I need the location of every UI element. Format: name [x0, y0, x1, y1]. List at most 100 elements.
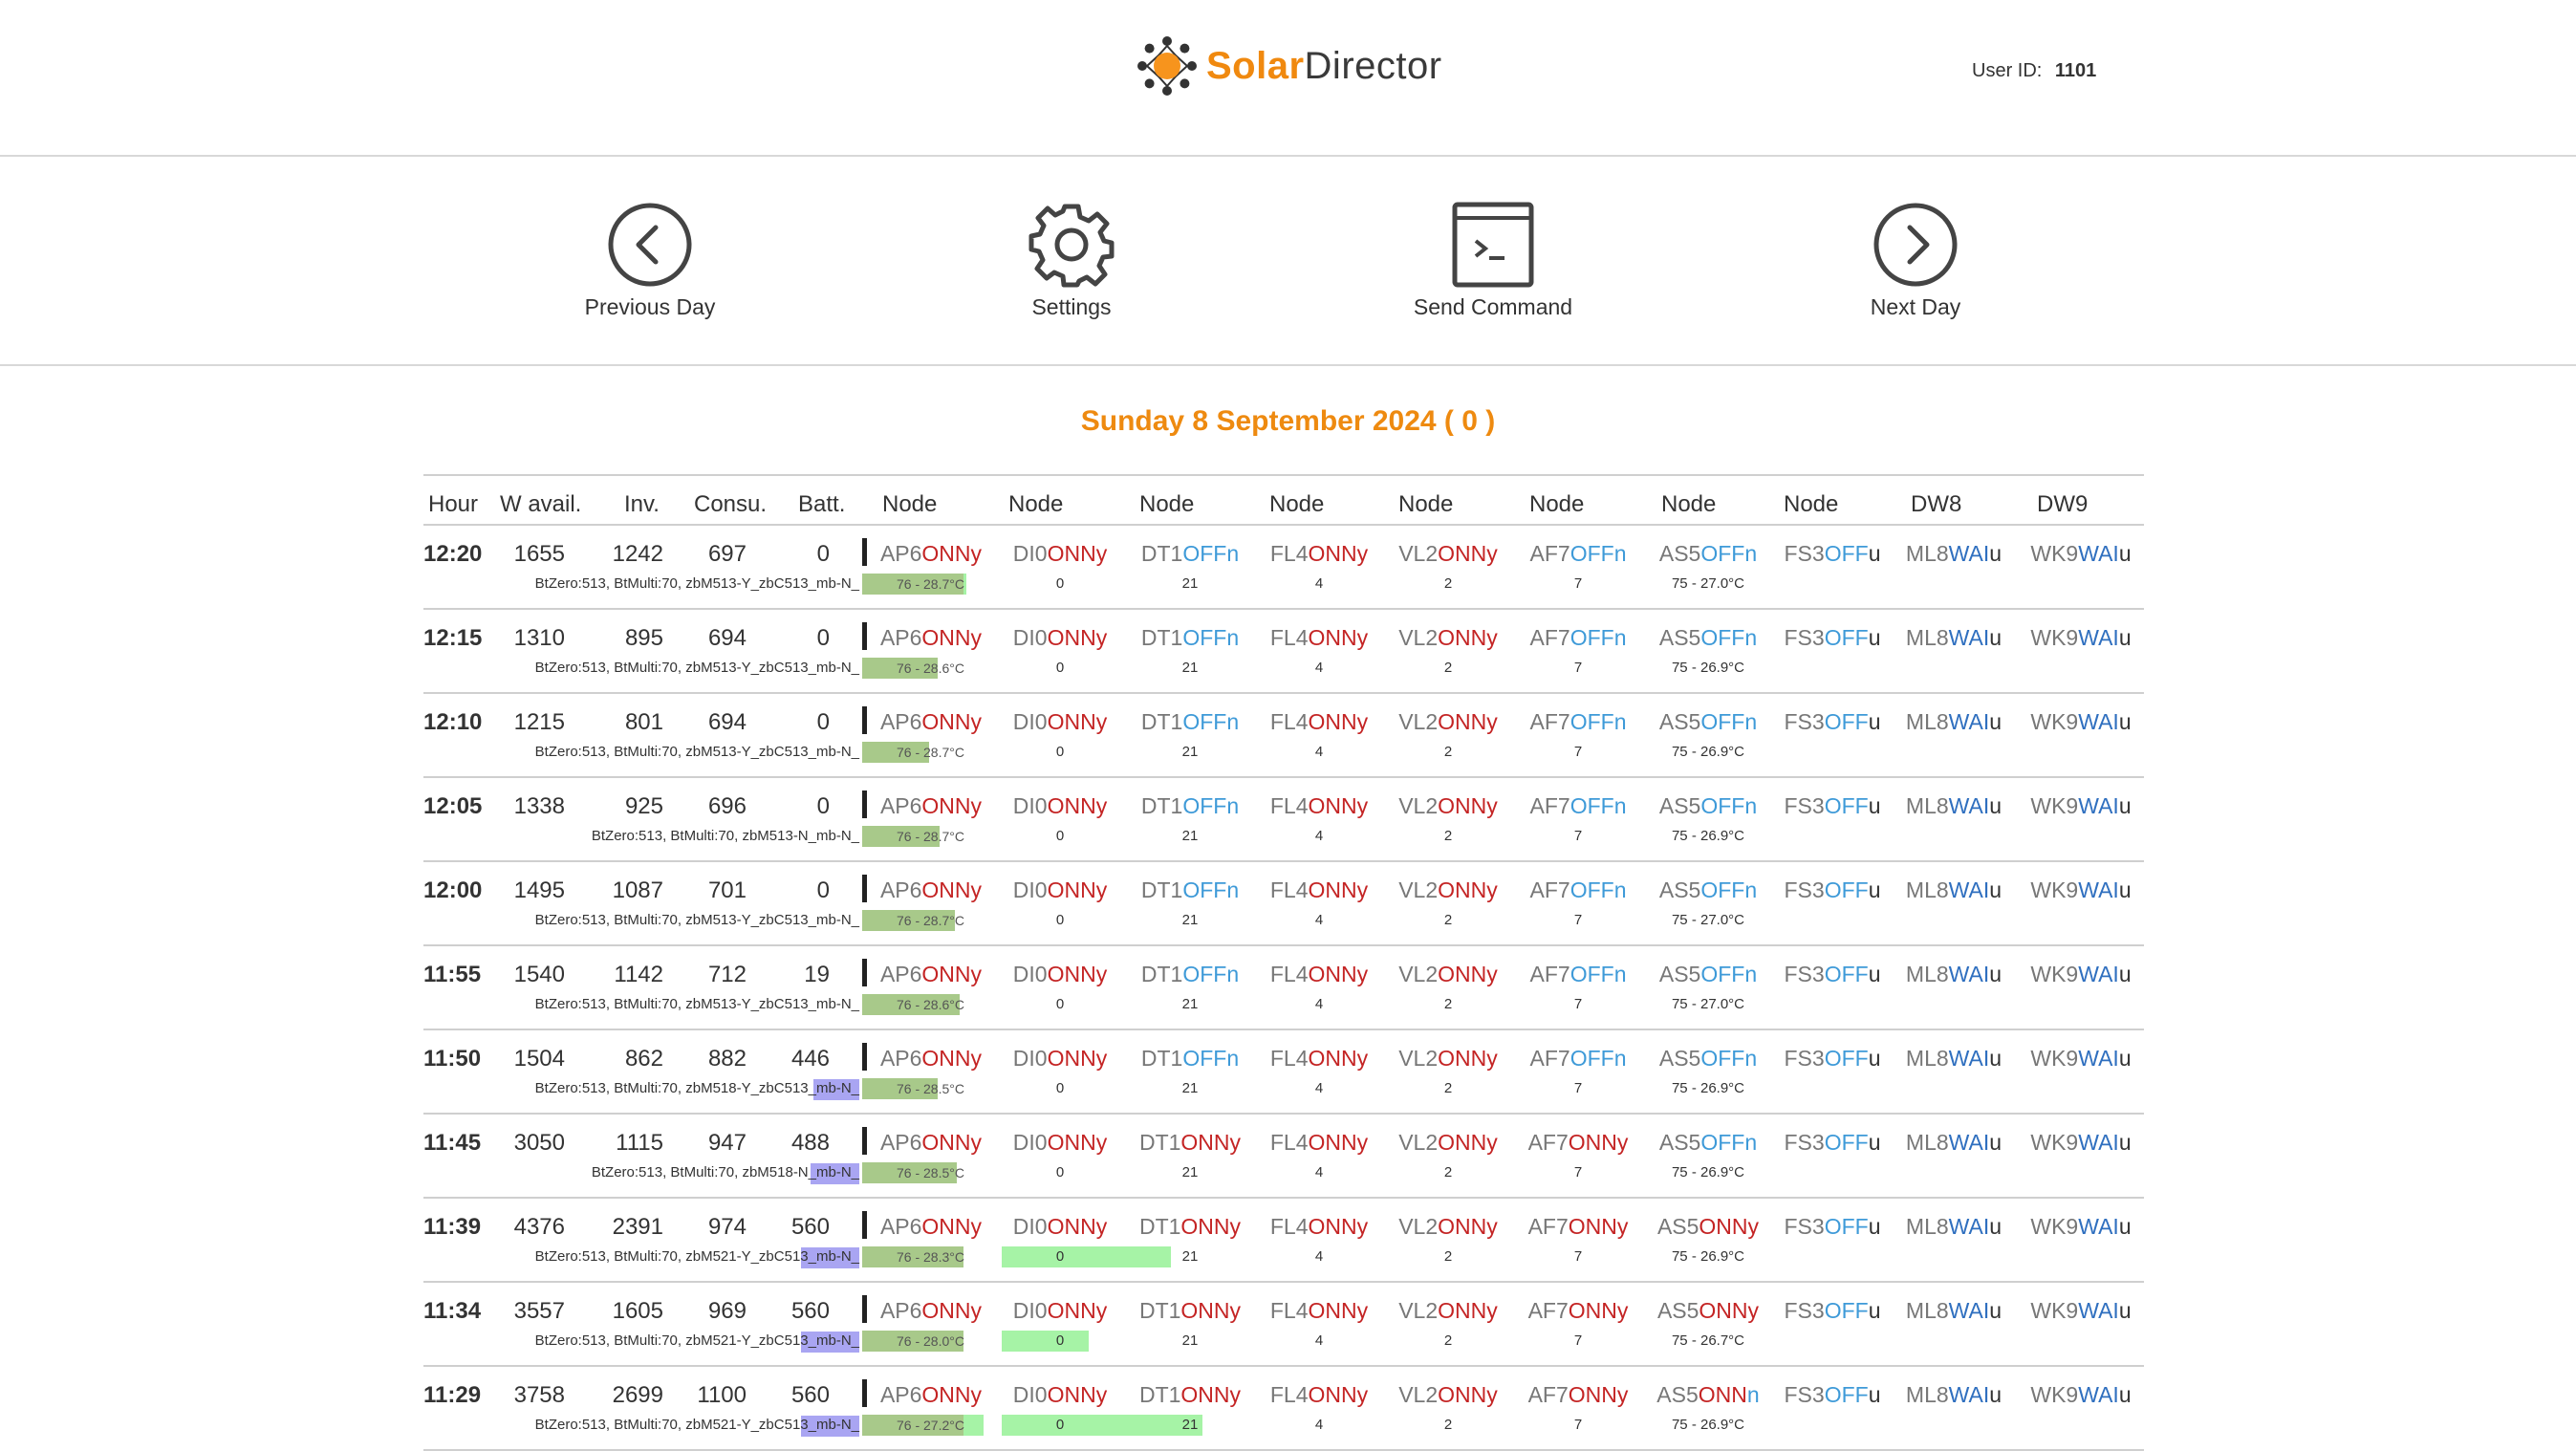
node-status-dt1[interactable]: DT1OFFn	[1124, 541, 1256, 567]
node-status-di0[interactable]: DI0ONNy	[994, 541, 1126, 567]
node-status-wk9[interactable]: WK9WAIu	[2015, 625, 2147, 651]
node-status-af7[interactable]: AF7OFFn	[1512, 541, 1644, 567]
node-status-dt1[interactable]: DT1ONNy	[1124, 1130, 1256, 1156]
node-status-vl2[interactable]: VL2ONNy	[1382, 877, 1514, 903]
node-status-af7[interactable]: AF7OFFn	[1512, 962, 1644, 987]
node-status-fl4[interactable]: FL4ONNy	[1253, 1046, 1385, 1072]
node-status-dt1[interactable]: DT1OFFn	[1124, 709, 1256, 735]
table-row[interactable]: 11:39 4376 2391 974 560 BtZero:513, BtMulti:7…	[423, 1199, 2144, 1283]
node-status-ml8[interactable]: ML8WAIu	[1888, 877, 2020, 903]
node-status-ap6[interactable]: AP6ONNy	[865, 1046, 997, 1072]
node-status-ml8[interactable]: ML8WAIu	[1888, 709, 2020, 735]
node-status-fs3[interactable]: FS3OFFu	[1766, 1046, 1898, 1072]
node-status-di0[interactable]: DI0ONNy	[994, 877, 1126, 903]
node-status-wk9[interactable]: WK9WAIu	[2015, 962, 2147, 987]
table-row[interactable]: 11:55 1540 1142 712 19 BtZero:513, BtMulti:70…	[423, 946, 2144, 1030]
node-status-ap6[interactable]: AP6ONNy	[865, 709, 997, 735]
node-status-vl2[interactable]: VL2ONNy	[1382, 541, 1514, 567]
node-status-fs3[interactable]: FS3OFFu	[1766, 709, 1898, 735]
node-status-fs3[interactable]: FS3OFFu	[1766, 1214, 1898, 1240]
node-status-wk9[interactable]: WK9WAIu	[2015, 1382, 2147, 1408]
node-status-wk9[interactable]: WK9WAIu	[2015, 1214, 2147, 1240]
node-status-as5[interactable]: AS5OFFn	[1642, 877, 1774, 903]
node-status-di0[interactable]: DI0ONNy	[994, 1298, 1126, 1324]
node-status-fl4[interactable]: FL4ONNy	[1253, 1382, 1385, 1408]
node-status-ap6[interactable]: AP6ONNy	[865, 1298, 997, 1324]
node-status-ml8[interactable]: ML8WAIu	[1888, 1298, 2020, 1324]
node-status-wk9[interactable]: WK9WAIu	[2015, 541, 2147, 567]
node-status-wk9[interactable]: WK9WAIu	[2015, 1046, 2147, 1072]
settings-button[interactable]: Settings	[957, 201, 1186, 320]
node-status-di0[interactable]: DI0ONNy	[994, 625, 1126, 651]
table-row[interactable]: 12:05 1338 925 696 0 BtZero:513, BtMulti:70, …	[423, 778, 2144, 862]
node-status-wk9[interactable]: WK9WAIu	[2015, 1130, 2147, 1156]
node-status-af7[interactable]: AF7OFFn	[1512, 877, 1644, 903]
node-status-af7[interactable]: AF7ONNy	[1512, 1214, 1644, 1240]
node-status-fs3[interactable]: FS3OFFu	[1766, 625, 1898, 651]
next-day-button[interactable]: Next Day	[1801, 201, 2030, 320]
node-status-di0[interactable]: DI0ONNy	[994, 1130, 1126, 1156]
table-row[interactable]: 12:20 1655 1242 697 0 BtZero:513, BtMulti:70,…	[423, 526, 2144, 610]
node-status-as5[interactable]: AS5ONNn	[1642, 1382, 1774, 1408]
node-status-dt1[interactable]: DT1ONNy	[1124, 1298, 1256, 1324]
node-status-vl2[interactable]: VL2ONNy	[1382, 1382, 1514, 1408]
previous-day-button[interactable]: Previous Day	[535, 201, 765, 320]
node-status-fs3[interactable]: FS3OFFu	[1766, 1130, 1898, 1156]
node-status-di0[interactable]: DI0ONNy	[994, 793, 1126, 819]
node-status-fs3[interactable]: FS3OFFu	[1766, 793, 1898, 819]
node-status-af7[interactable]: AF7OFFn	[1512, 1046, 1644, 1072]
node-status-dt1[interactable]: DT1OFFn	[1124, 793, 1256, 819]
node-status-di0[interactable]: DI0ONNy	[994, 1046, 1126, 1072]
node-status-as5[interactable]: AS5OFFn	[1642, 541, 1774, 567]
node-status-ap6[interactable]: AP6ONNy	[865, 793, 997, 819]
node-status-fs3[interactable]: FS3OFFu	[1766, 1382, 1898, 1408]
node-status-vl2[interactable]: VL2ONNy	[1382, 962, 1514, 987]
node-status-as5[interactable]: AS5OFFn	[1642, 709, 1774, 735]
table-row[interactable]: 12:00 1495 1087 701 0 BtZero:513, BtMulti:70,…	[423, 862, 2144, 946]
node-status-ml8[interactable]: ML8WAIu	[1888, 1046, 2020, 1072]
node-status-as5[interactable]: AS5OFFn	[1642, 1046, 1774, 1072]
node-status-wk9[interactable]: WK9WAIu	[2015, 793, 2147, 819]
node-status-as5[interactable]: AS5ONNy	[1642, 1298, 1774, 1324]
node-status-ml8[interactable]: ML8WAIu	[1888, 1130, 2020, 1156]
table-row[interactable]: 11:45 3050 1115 947 488 BtZero:513, BtMulti:7…	[423, 1115, 2144, 1199]
node-status-ml8[interactable]: ML8WAIu	[1888, 962, 2020, 987]
node-status-dt1[interactable]: DT1OFFn	[1124, 877, 1256, 903]
node-status-vl2[interactable]: VL2ONNy	[1382, 793, 1514, 819]
node-status-ml8[interactable]: ML8WAIu	[1888, 1214, 2020, 1240]
node-status-di0[interactable]: DI0ONNy	[994, 1382, 1126, 1408]
node-status-as5[interactable]: AS5ONNy	[1642, 1214, 1774, 1240]
node-status-di0[interactable]: DI0ONNy	[994, 1214, 1126, 1240]
node-status-vl2[interactable]: VL2ONNy	[1382, 709, 1514, 735]
node-status-fl4[interactable]: FL4ONNy	[1253, 709, 1385, 735]
node-status-fl4[interactable]: FL4ONNy	[1253, 1298, 1385, 1324]
node-status-fs3[interactable]: FS3OFFu	[1766, 962, 1898, 987]
table-row[interactable]: 12:10 1215 801 694 0 BtZero:513, BtMulti:70, …	[423, 694, 2144, 778]
node-status-fl4[interactable]: FL4ONNy	[1253, 1130, 1385, 1156]
node-status-fl4[interactable]: FL4ONNy	[1253, 793, 1385, 819]
node-status-ap6[interactable]: AP6ONNy	[865, 1214, 997, 1240]
node-status-vl2[interactable]: VL2ONNy	[1382, 1298, 1514, 1324]
node-status-ap6[interactable]: AP6ONNy	[865, 962, 997, 987]
node-status-ap6[interactable]: AP6ONNy	[865, 1130, 997, 1156]
node-status-ml8[interactable]: ML8WAIu	[1888, 793, 2020, 819]
node-status-af7[interactable]: AF7OFFn	[1512, 709, 1644, 735]
node-status-ap6[interactable]: AP6ONNy	[865, 877, 997, 903]
node-status-af7[interactable]: AF7OFFn	[1512, 793, 1644, 819]
node-status-dt1[interactable]: DT1ONNy	[1124, 1382, 1256, 1408]
node-status-dt1[interactable]: DT1OFFn	[1124, 962, 1256, 987]
node-status-fs3[interactable]: FS3OFFu	[1766, 541, 1898, 567]
node-status-fl4[interactable]: FL4ONNy	[1253, 541, 1385, 567]
node-status-dt1[interactable]: DT1OFFn	[1124, 625, 1256, 651]
node-status-ap6[interactable]: AP6ONNy	[865, 1382, 997, 1408]
node-status-wk9[interactable]: WK9WAIu	[2015, 877, 2147, 903]
node-status-ml8[interactable]: ML8WAIu	[1888, 1382, 2020, 1408]
node-status-af7[interactable]: AF7ONNy	[1512, 1130, 1644, 1156]
node-status-wk9[interactable]: WK9WAIu	[2015, 709, 2147, 735]
node-status-as5[interactable]: AS5OFFn	[1642, 1130, 1774, 1156]
node-status-as5[interactable]: AS5OFFn	[1642, 962, 1774, 987]
node-status-vl2[interactable]: VL2ONNy	[1382, 1130, 1514, 1156]
node-status-ap6[interactable]: AP6ONNy	[865, 625, 997, 651]
node-status-ml8[interactable]: ML8WAIu	[1888, 625, 2020, 651]
table-row[interactable]: 11:50 1504 862 882 446 BtZero:513, BtMulti:70…	[423, 1030, 2144, 1115]
